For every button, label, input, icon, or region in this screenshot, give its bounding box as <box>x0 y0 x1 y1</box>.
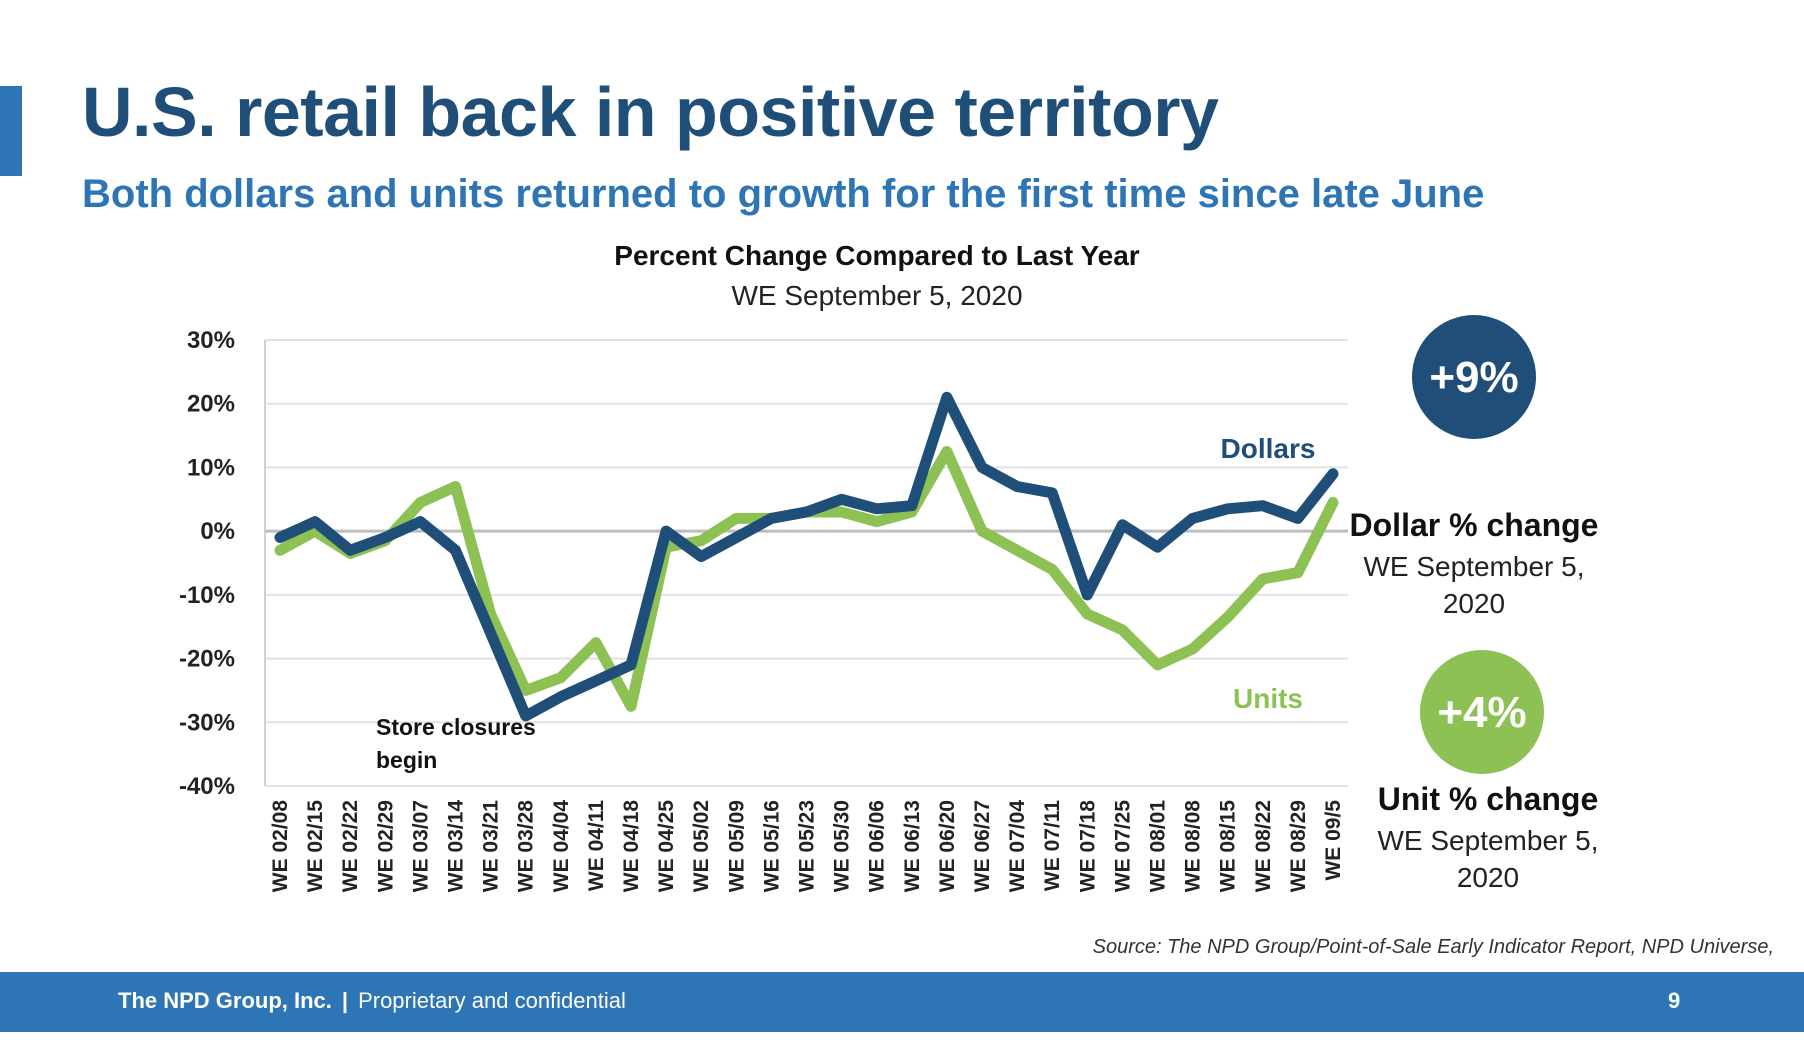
x-tick-label: WE 04/04 <box>550 800 573 893</box>
chart-series <box>274 391 1339 722</box>
chart-subtitle: WE September 5, 2020 <box>731 280 1022 311</box>
chart-title: Percent Change Compared to Last Year <box>614 240 1140 271</box>
y-tick-label: 30% <box>187 327 235 354</box>
slide-title: U.S. retail back in positive territory <box>82 73 1219 151</box>
line-chart: Percent Change Compared to Last Year WE … <box>179 240 1599 893</box>
series-label-units: Units <box>1233 683 1303 714</box>
annotation-store-closures-line1: Store closures <box>376 714 536 740</box>
footer-bar: The NPD Group, Inc. | Proprietary and conf… <box>0 972 1804 1032</box>
slide-subtitle: Both dollars and units returned to growt… <box>82 172 1485 216</box>
units-badge-circle <box>1420 650 1544 774</box>
x-tick-label: WE 03/28 <box>515 800 538 893</box>
y-tick-label: 10% <box>187 454 235 481</box>
x-tick-label: WE 05/09 <box>725 800 748 892</box>
x-tick-label: WE 07/11 <box>1041 800 1064 891</box>
footer-text: Proprietary and confidential <box>358 988 626 1013</box>
x-tick-label: WE 02/22 <box>339 800 362 892</box>
x-tick-label: WE 07/04 <box>1006 800 1029 893</box>
x-tick-label: WE 05/16 <box>760 800 783 892</box>
units-stat-date-line2: 2020 <box>1457 862 1519 893</box>
footer-left: The NPD Group, Inc. | Proprietary and conf… <box>118 988 626 1014</box>
y-tick-label: -10% <box>179 582 235 609</box>
x-tick-label: WE 08/29 <box>1287 800 1310 892</box>
x-tick-label: WE 07/18 <box>1076 800 1099 893</box>
series-label-dollars: Dollars <box>1221 433 1316 464</box>
footer-separator: | <box>341 988 349 1013</box>
x-tick-label: WE 06/13 <box>901 800 924 892</box>
y-tick-label: -30% <box>179 709 235 736</box>
dollars-badge-text: +9% <box>1429 353 1518 402</box>
dollars-stat-caption: Dollar % change <box>1350 507 1599 543</box>
dollars-stat-date-line1: WE September 5, <box>1364 551 1585 582</box>
x-tick-label: WE 09/5 <box>1322 800 1345 881</box>
units-stat-date-line1: WE September 5, <box>1378 825 1599 856</box>
source-note: Source: The NPD Group/Point-of-Sale Earl… <box>1092 936 1774 958</box>
x-tick-label: WE 03/21 <box>480 800 503 893</box>
x-tick-label: WE 06/06 <box>866 800 889 892</box>
x-tick-label: WE 05/02 <box>690 800 713 892</box>
x-tick-label: WE 05/30 <box>831 800 854 892</box>
dollars-badge-circle <box>1412 315 1536 439</box>
x-tick-label: WE 04/11 <box>585 800 608 891</box>
annotation-store-closures-line2: begin <box>376 747 437 773</box>
units-stat-caption: Unit % change <box>1378 781 1598 817</box>
x-tick-label: WE 08/01 <box>1147 800 1170 893</box>
x-tick-label: WE 02/15 <box>304 800 327 893</box>
dollars-stat-date-line2: 2020 <box>1443 588 1505 619</box>
x-tick-label: WE 03/14 <box>445 800 468 893</box>
y-tick-label: 20% <box>187 391 235 418</box>
series-line-units <box>274 446 1339 712</box>
x-tick-label: WE 03/07 <box>409 800 432 892</box>
y-tick-label: -20% <box>179 646 235 673</box>
x-tick-label: WE 04/18 <box>620 800 643 893</box>
units-badge-text: +4% <box>1437 688 1526 737</box>
x-tick-label: WE 02/08 <box>269 800 292 893</box>
x-tick-label: WE 06/27 <box>971 800 994 892</box>
x-tick-label: WE 06/20 <box>936 800 959 892</box>
y-tick-label: 0% <box>200 518 235 545</box>
x-tick-label: WE 02/29 <box>374 800 397 892</box>
x-tick-label: WE 04/25 <box>655 800 678 893</box>
y-tick-label: -40% <box>179 773 235 800</box>
x-axis-ticks: WE 02/08 WE 02/15 WE 02/22 WE 02/29 WE 03/07… <box>269 800 1345 893</box>
x-tick-label: WE 07/25 <box>1111 800 1134 893</box>
page-number: 9 <box>1668 988 1681 1013</box>
chart-gridlines <box>264 339 1348 787</box>
y-axis-ticks: 30% 20% 10% 0% -10% -20% -30% -40% <box>179 327 235 800</box>
x-tick-label: WE 05/23 <box>796 800 819 892</box>
x-tick-label: WE 08/15 <box>1217 800 1240 893</box>
footer-company: The NPD Group, Inc. <box>118 988 332 1013</box>
series-line-dollars <box>274 391 1339 722</box>
x-tick-label: WE 08/22 <box>1252 800 1275 892</box>
x-tick-label: WE 08/08 <box>1182 800 1205 893</box>
title-accent-bar <box>0 86 22 176</box>
